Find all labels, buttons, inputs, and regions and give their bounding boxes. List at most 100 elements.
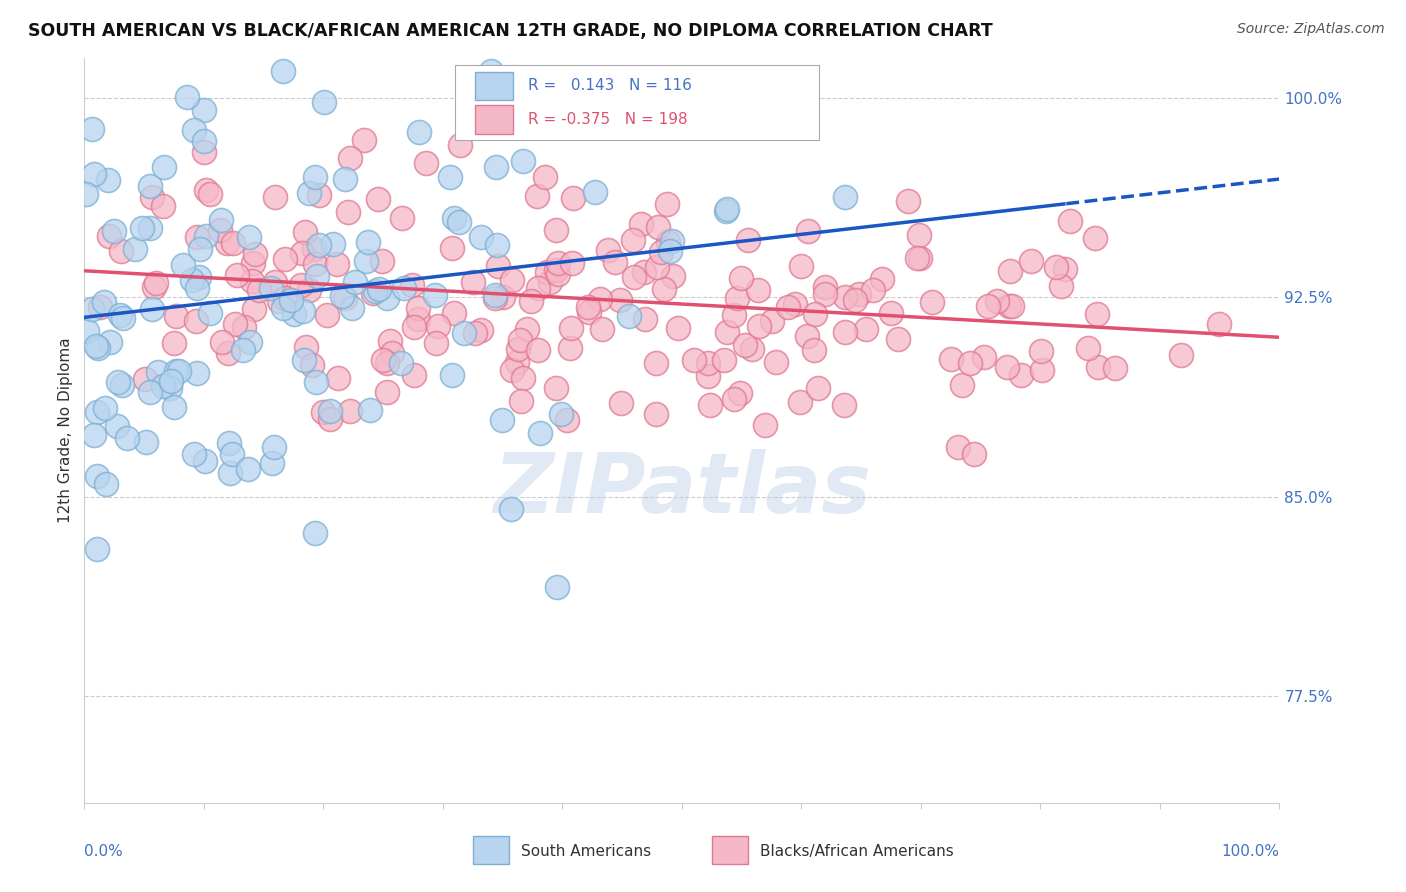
Point (312, 95, 335, 110)
Point (547, 256, 569, 270)
Point (141, 190, 163, 204)
Point (609, 293, 631, 308)
Point (1045, 260, 1067, 274)
Point (547, 267, 569, 281)
Point (561, 191, 583, 205)
Point (209, 212, 232, 227)
Point (1085, 307, 1108, 321)
Point (848, 287, 870, 301)
Point (526, 189, 548, 203)
Point (247, 283, 270, 297)
Point (186, 366, 208, 380)
Point (645, 356, 668, 370)
Point (75, 186, 97, 201)
Point (939, 351, 962, 366)
Point (187, 269, 209, 284)
Point (301, 358, 323, 372)
Point (291, 246, 314, 260)
Point (499, 84, 522, 98)
Point (274, 291, 297, 305)
Point (546, 580, 568, 594)
Point (83, 427, 105, 442)
Point (1021, 254, 1043, 268)
Point (583, 186, 606, 200)
Point (94, 477, 117, 491)
Point (666, 321, 689, 335)
Point (165, 309, 187, 323)
Point (441, 241, 464, 255)
Point (103, 224, 125, 238)
Point (392, 281, 415, 295)
Point (263, 440, 285, 454)
Point (271, 64, 294, 78)
Point (1077, 341, 1099, 355)
Point (426, 318, 449, 333)
Point (340, 301, 363, 315)
Point (661, 234, 683, 248)
Point (484, 288, 506, 302)
Point (181, 273, 204, 287)
Point (146, 365, 169, 379)
Point (803, 307, 825, 321)
Point (576, 300, 599, 314)
Point (814, 286, 837, 301)
Point (86, 404, 108, 418)
Point (834, 325, 856, 339)
Point (167, 364, 190, 378)
Point (1208, 318, 1230, 332)
Point (80, 121, 103, 136)
Point (425, 288, 447, 302)
Point (977, 299, 1000, 313)
Point (505, 354, 527, 368)
Y-axis label: 12th Grade, No Diploma: 12th Grade, No Diploma (58, 337, 73, 524)
Point (294, 225, 316, 239)
FancyBboxPatch shape (472, 836, 509, 863)
Point (997, 299, 1019, 313)
Point (834, 289, 856, 303)
Point (312, 405, 335, 419)
Point (354, 254, 377, 268)
Point (274, 252, 297, 267)
Point (998, 264, 1021, 278)
Point (138, 221, 160, 235)
Point (647, 260, 669, 274)
Point (316, 308, 339, 322)
Point (139, 385, 162, 400)
Point (260, 281, 283, 295)
Point (652, 282, 675, 296)
Point (283, 307, 305, 321)
Point (264, 275, 287, 289)
Point (995, 359, 1018, 374)
Point (124, 242, 146, 256)
Point (785, 297, 807, 311)
Point (621, 233, 644, 247)
Point (183, 123, 205, 137)
Point (598, 244, 620, 258)
Point (1010, 368, 1032, 382)
Text: ZIPatlas: ZIPatlas (494, 450, 870, 531)
Point (492, 289, 515, 303)
Point (439, 170, 461, 185)
Point (796, 329, 818, 343)
Point (238, 335, 260, 350)
Point (83, 168, 105, 182)
Point (1059, 213, 1081, 227)
FancyBboxPatch shape (711, 836, 748, 863)
Point (198, 306, 221, 320)
Point (183, 447, 205, 461)
Point (381, 346, 404, 360)
Point (269, 294, 291, 309)
Point (544, 222, 567, 236)
Point (789, 395, 811, 409)
Point (501, 272, 523, 286)
Point (470, 323, 492, 337)
Point (1001, 299, 1024, 313)
Point (97, 172, 120, 186)
Point (734, 337, 756, 351)
Point (193, 134, 215, 148)
Point (714, 204, 737, 219)
Point (217, 346, 239, 360)
Point (209, 223, 232, 237)
Point (142, 280, 165, 294)
Point (93, 401, 115, 416)
